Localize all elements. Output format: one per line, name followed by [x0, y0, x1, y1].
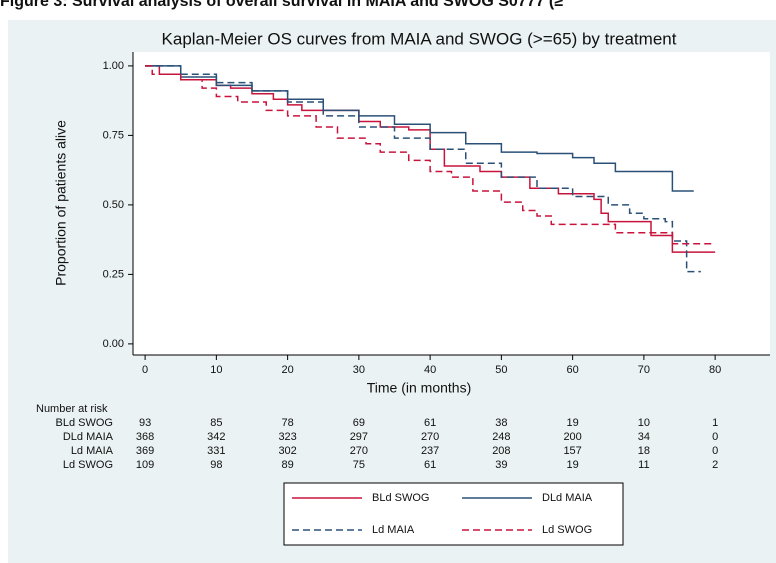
km-curve [145, 65, 694, 192]
x-tick-label: 10 [210, 364, 222, 376]
risk-count: 0 [712, 445, 718, 457]
legend [283, 482, 624, 546]
risk-count: 98 [210, 459, 222, 471]
risk-row-label: BLd SWOG [56, 417, 113, 429]
risk-count: 237 [421, 445, 439, 457]
risk-count: 10 [638, 417, 650, 429]
legend-label: DLd MAIA [542, 492, 593, 504]
risk-count: 18 [638, 445, 650, 457]
y-tick-label: 0.25 [103, 268, 124, 280]
risk-count: 270 [350, 445, 368, 457]
y-tick-label: 1.00 [103, 60, 124, 72]
risk-count: 39 [495, 459, 507, 471]
risk-count: 11 [638, 459, 649, 471]
figure-caption: Figure 3: Survival analysis of overall s… [0, 0, 563, 10]
legend-label: Ld SWOG [542, 524, 592, 536]
x-tick-label: 50 [495, 364, 507, 376]
risk-count: 1 [712, 417, 718, 429]
risk-count: 368 [136, 431, 154, 443]
y-tick-label: 0.50 [103, 199, 124, 211]
risk-count: 61 [424, 417, 436, 429]
risk-count: 297 [350, 431, 368, 443]
risk-count: 93 [139, 417, 151, 429]
risk-count: 89 [281, 459, 293, 471]
y-tick-label: 0.75 [103, 129, 124, 141]
risk-row-label: Ld MAIA [71, 445, 114, 457]
risk-count: 61 [424, 459, 436, 471]
legend-label: BLd SWOG [372, 492, 429, 504]
risk-row-label: DLd MAIA [63, 431, 114, 443]
x-axis-label: Time (in months) [367, 380, 472, 396]
risk-count: 2 [712, 459, 718, 471]
risk-count: 109 [136, 459, 154, 471]
risk-count: 0 [712, 431, 718, 443]
risk-count: 19 [567, 417, 579, 429]
y-axis-label: Proportion of patients alive [53, 120, 69, 286]
x-tick-label: 60 [567, 364, 579, 376]
risk-count: 342 [207, 431, 225, 443]
risk-count: 200 [563, 431, 581, 443]
x-tick-label: 20 [281, 364, 293, 376]
km-curve [145, 65, 701, 273]
x-tick-label: 80 [709, 364, 721, 376]
risk-count: 208 [492, 445, 510, 457]
km-curve [145, 65, 716, 253]
plot-area [133, 52, 770, 355]
risk-count: 369 [136, 445, 154, 457]
risk-row-label: Ld SWOG [63, 459, 113, 471]
chart-title: Kaplan-Meier OS curves from MAIA and SWO… [162, 29, 677, 48]
x-tick-label: 40 [424, 364, 436, 376]
risk-count: 270 [421, 431, 439, 443]
x-tick-label: 30 [353, 364, 365, 376]
legend-label: Ld MAIA [372, 524, 415, 536]
risk-count: 34 [638, 431, 650, 443]
risk-count: 248 [492, 431, 510, 443]
x-tick-label: 70 [638, 364, 650, 376]
km-curve [145, 65, 716, 245]
risk-count: 69 [353, 417, 365, 429]
risk-count: 85 [210, 417, 222, 429]
risk-count: 75 [353, 459, 365, 471]
y-tick-label: 0.00 [103, 338, 124, 350]
risk-count: 157 [563, 445, 581, 457]
risk-count: 323 [278, 431, 296, 443]
risk-count: 19 [567, 459, 579, 471]
risk-count: 38 [495, 417, 507, 429]
risk-table-title: Number at risk [36, 403, 108, 415]
risk-count: 78 [281, 417, 293, 429]
risk-count: 302 [278, 445, 296, 457]
x-tick-label: 0 [142, 364, 148, 376]
risk-count: 331 [207, 445, 225, 457]
